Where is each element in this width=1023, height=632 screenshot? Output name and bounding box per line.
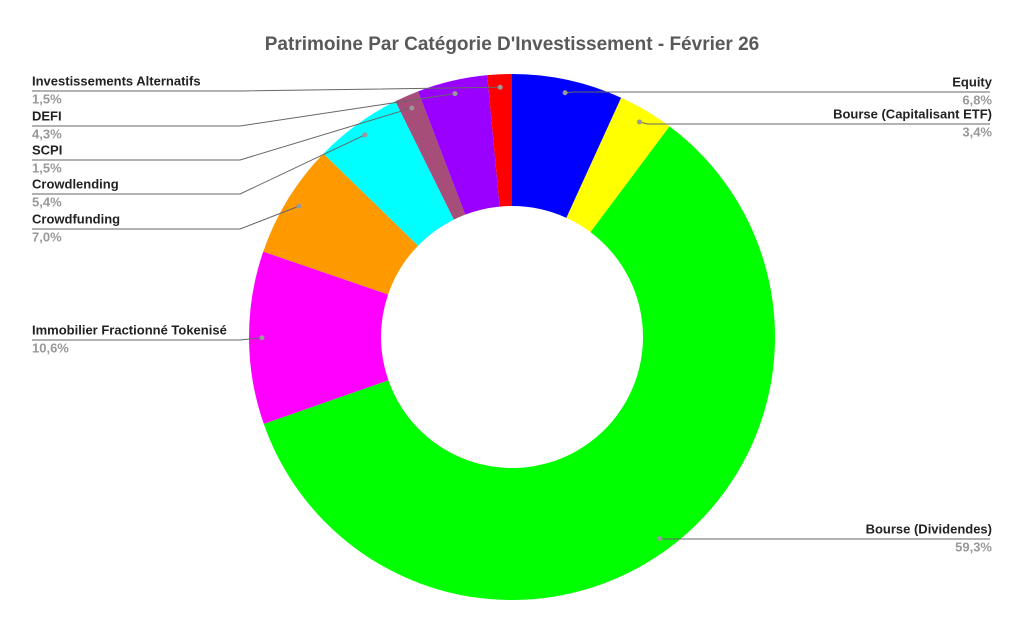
slice-value: 5,4% bbox=[32, 194, 62, 209]
slice-label: Bourse (Capitalisant ETF) bbox=[833, 106, 992, 121]
slice-label: DEFI bbox=[32, 108, 62, 123]
leader-dot bbox=[562, 90, 568, 96]
leader-line bbox=[32, 93, 456, 127]
leader-line bbox=[32, 205, 300, 230]
slice bbox=[395, 91, 466, 220]
slice bbox=[263, 126, 775, 600]
slice-label: Immobilier Fractionné Tokenisé bbox=[32, 322, 227, 337]
slice bbox=[512, 74, 622, 218]
slice bbox=[487, 74, 512, 207]
slice-label: Equity bbox=[952, 74, 992, 89]
slice-label: Bourse (Dividendes) bbox=[866, 521, 992, 536]
slice-value: 10,6% bbox=[32, 340, 69, 355]
leader-dot bbox=[259, 335, 265, 341]
slice-label: Crowdfunding bbox=[32, 211, 120, 226]
slice bbox=[418, 75, 500, 215]
slice-value: 3,4% bbox=[962, 124, 992, 139]
leader-line bbox=[639, 121, 990, 125]
slice-value: 59,3% bbox=[955, 539, 992, 554]
leader-dot bbox=[452, 91, 458, 97]
slice bbox=[323, 101, 454, 246]
leader-dot bbox=[409, 105, 415, 111]
slice-value: 1,5% bbox=[32, 91, 62, 106]
slice-value: 1,5% bbox=[32, 160, 62, 175]
leader-line bbox=[32, 107, 412, 161]
leader-line bbox=[32, 86, 501, 92]
slice bbox=[566, 97, 670, 233]
leader-dot bbox=[296, 203, 302, 209]
leader-line bbox=[32, 337, 263, 341]
leader-dot bbox=[657, 536, 663, 542]
slice-value: 6,8% bbox=[962, 92, 992, 107]
leader-dot bbox=[497, 84, 503, 90]
slice-value: 7,0% bbox=[32, 229, 62, 244]
slice-label: Crowdlending bbox=[32, 176, 119, 191]
leader-line bbox=[32, 134, 366, 195]
slice-value: 4,3% bbox=[32, 126, 62, 141]
slice-label: Investissements Alternatifs bbox=[32, 73, 201, 88]
leader-dot bbox=[362, 132, 368, 138]
leader-line bbox=[565, 91, 990, 94]
slice-label: SCPI bbox=[32, 142, 62, 157]
slice bbox=[263, 153, 419, 295]
chart-title: Patrimoine Par Catégorie D'Investissemen… bbox=[265, 34, 760, 55]
slice bbox=[249, 251, 389, 424]
leader-dot bbox=[636, 119, 642, 125]
